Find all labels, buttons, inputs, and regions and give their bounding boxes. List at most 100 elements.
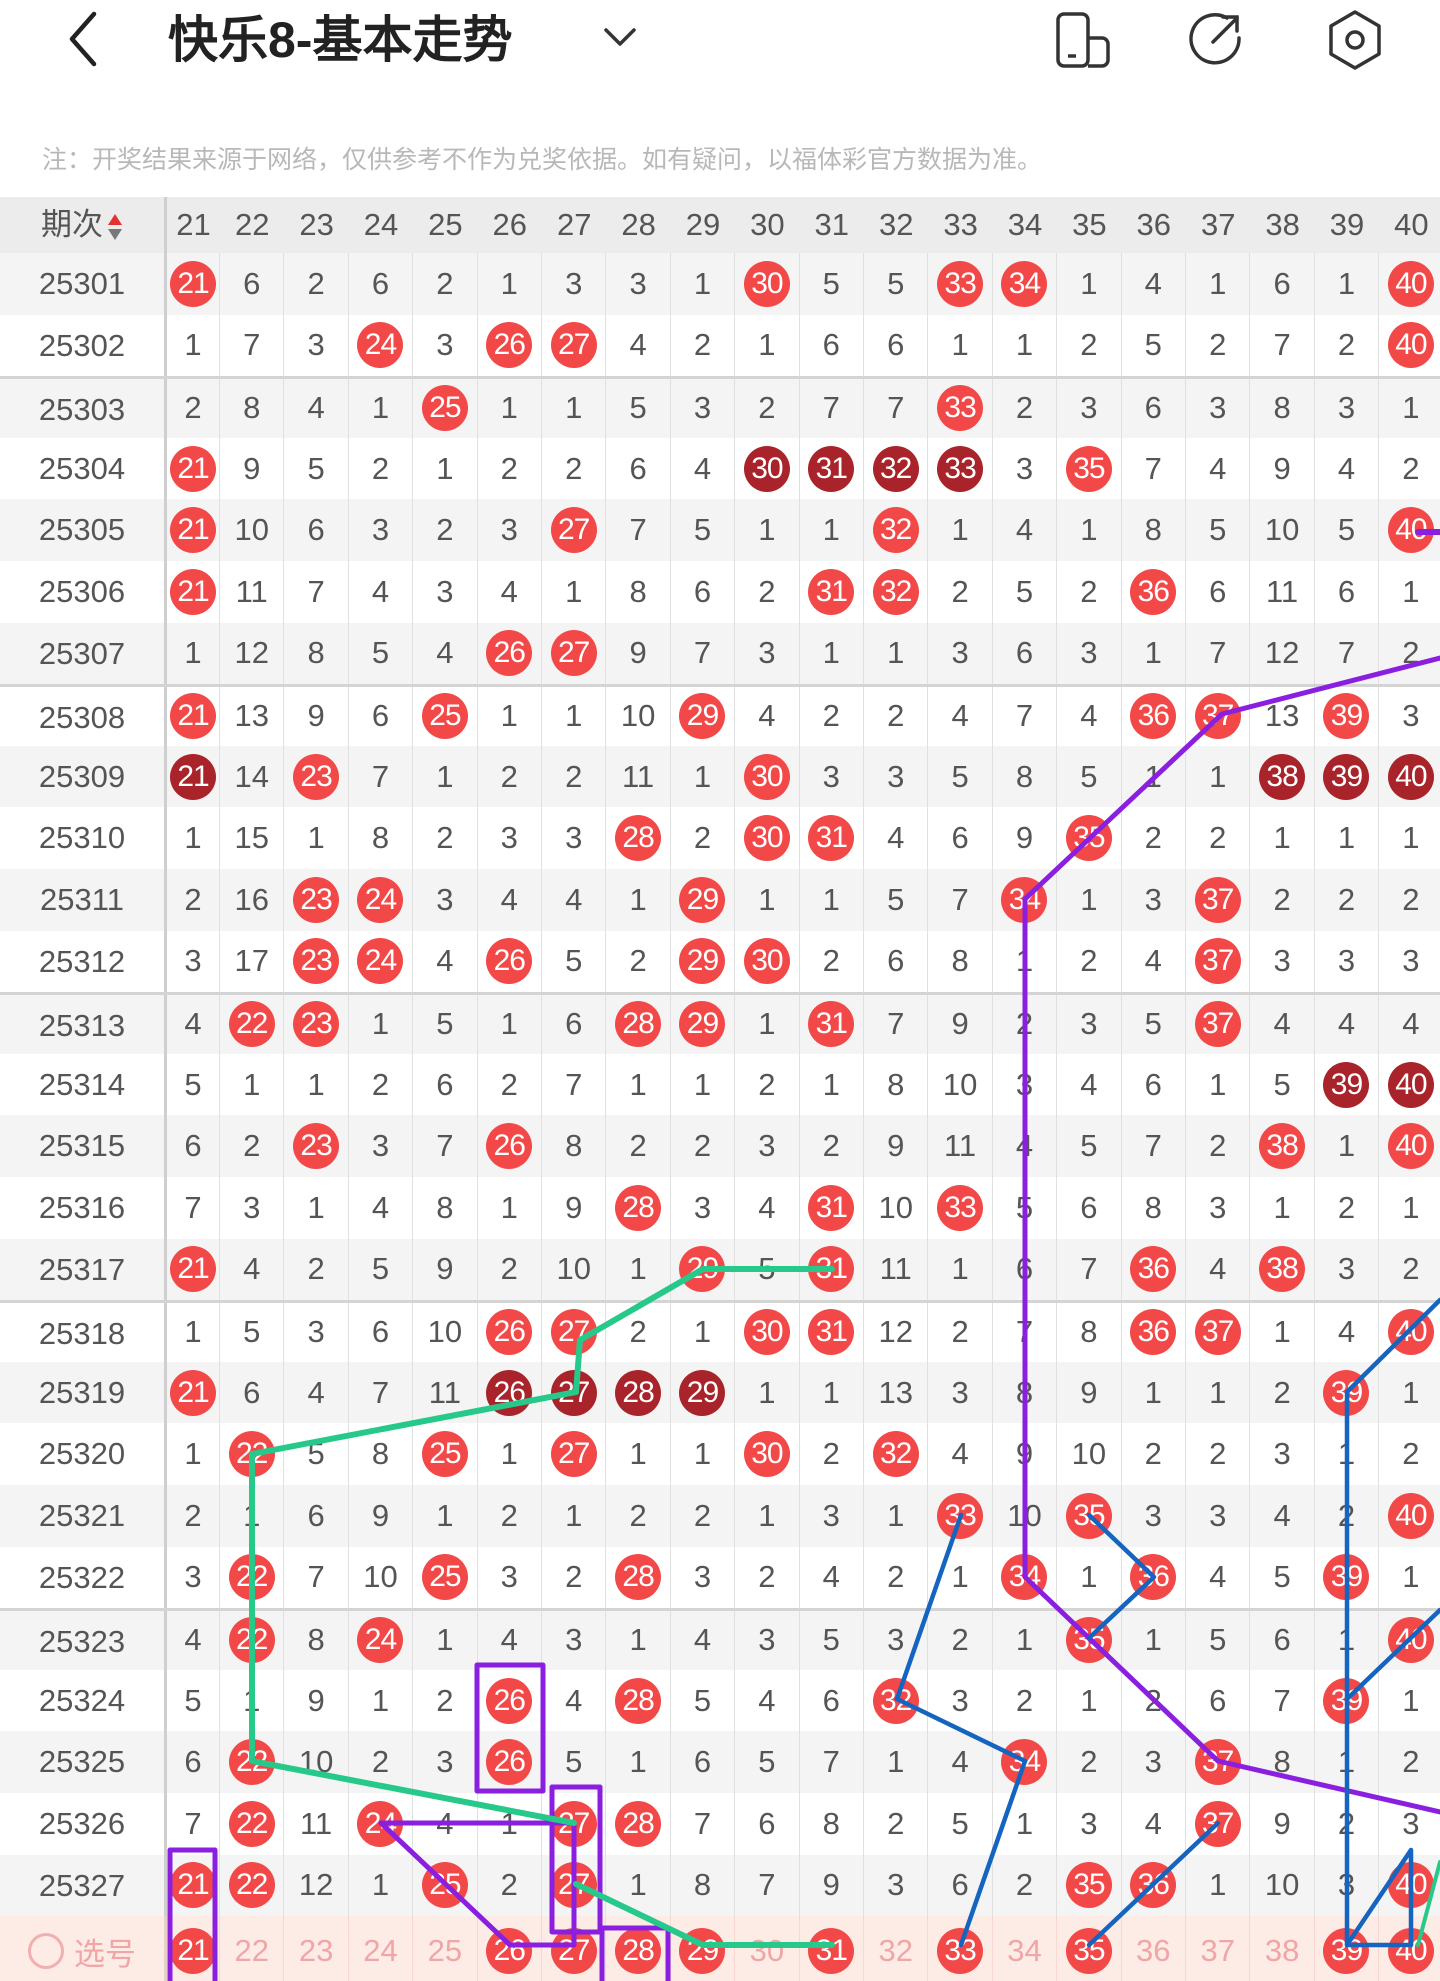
pick-number-40[interactable]: 40 <box>1379 1916 1440 1981</box>
omission-value: 5 <box>1273 1559 1291 1595</box>
column-header-21: 21 <box>176 207 211 242</box>
omission-value: 2 <box>436 512 454 548</box>
omission-cell: 1 <box>1250 1177 1315 1239</box>
omission-cell: 2 <box>1250 1361 1315 1424</box>
hit-ball: 28 <box>615 1554 662 1601</box>
share-icon[interactable] <box>1183 8 1247 72</box>
omission-value: 4 <box>1144 1805 1162 1841</box>
table-row: 25303 2 8 4 1 25 1 1 5 3 2 7 7 33 2 3 6 3 8 3 1 <box>0 376 1440 438</box>
hit-ball: 35 <box>1065 1862 1112 1909</box>
pick-number-29[interactable]: 29 <box>671 1916 736 1981</box>
pick-toggle[interactable]: 选号 <box>0 1916 167 1981</box>
omission-cell: 5 <box>167 1053 220 1116</box>
hit-ball: 40 <box>1387 1309 1434 1356</box>
omission-value: 3 <box>1080 390 1098 426</box>
pick-number-37[interactable]: 37 <box>1186 1916 1251 1981</box>
radio-circle-icon[interactable] <box>28 1933 64 1970</box>
table-row: 25309 21 14 23 7 1 2 2 11 1 30 3 3 5 8 5 1 1 38 39 40 <box>0 745 1440 808</box>
omission-cell: 1 <box>1315 1423 1380 1485</box>
omission-value: 2 <box>758 573 776 609</box>
period-number: 25311 <box>0 869 167 931</box>
pick-number-27[interactable]: 27 <box>542 1916 607 1981</box>
omission-cell: 10 <box>349 1546 414 1609</box>
top-bar: 快乐8-基本走势 <box>0 0 1440 110</box>
omission-value: 6 <box>758 1805 776 1841</box>
omission-cell: 3 <box>349 1115 414 1177</box>
pick-number-31[interactable]: 31 <box>800 1916 864 1981</box>
omission-value: 1 <box>1337 1128 1356 1164</box>
hit-ball: 23 <box>293 1001 340 1048</box>
drawn-number-cell: 27 <box>542 1361 607 1424</box>
page-title[interactable]: 快乐8-基本走势 <box>168 12 513 68</box>
device-icon[interactable] <box>1050 8 1114 72</box>
hit-ball: 22 <box>228 1431 275 1478</box>
omission-cell: 2 <box>800 930 864 993</box>
omission-cell: 2 <box>1379 623 1440 685</box>
period-sort-header[interactable]: 期次 <box>0 197 167 253</box>
omission-cell: 10 <box>413 1303 478 1362</box>
pick-number-38[interactable]: 38 <box>1250 1916 1315 1981</box>
pick-label: 选号 <box>74 1936 136 1972</box>
consecutive-ball: 40 <box>1387 1061 1434 1108</box>
omission-cell: 1 <box>671 1423 736 1485</box>
hit-ball: 37 <box>1194 1739 1241 1786</box>
omission-cell: 3 <box>478 499 542 561</box>
column-header-22: 22 <box>234 207 270 242</box>
pick-number-26[interactable]: 26 <box>478 1916 542 1981</box>
pick-number-36[interactable]: 36 <box>1122 1916 1186 1981</box>
pick-number-39[interactable]: 39 <box>1315 1916 1380 1981</box>
drawn-number-cell: 36 <box>1122 687 1186 746</box>
omission-value: 2 <box>1080 1744 1098 1780</box>
drawn-number-cell: 28 <box>606 807 671 869</box>
pick-number-24[interactable]: 24 <box>349 1916 414 1981</box>
omission-value: 5 <box>436 1006 454 1042</box>
omission-cell: 2 <box>542 745 607 808</box>
hit-ball: 21 <box>170 1369 216 1416</box>
omission-value: 6 <box>822 1682 840 1718</box>
pick-number-32[interactable]: 32 <box>864 1916 929 1981</box>
omission-cell: 4 <box>413 930 478 993</box>
omission-value: 3 <box>1209 1497 1227 1533</box>
omission-value: 1 <box>1080 1682 1098 1718</box>
omission-value: 4 <box>693 450 712 486</box>
pick-number-30[interactable]: 30 <box>735 1916 800 1981</box>
pick-number-34[interactable]: 34 <box>993 1916 1058 1981</box>
table-row: 25302 1 7 3 24 3 26 27 4 2 1 6 6 1 1 2 5 2 7 2 40 <box>0 314 1440 377</box>
omission-value: 11 <box>621 758 655 794</box>
drawn-number-cell: 30 <box>735 253 800 315</box>
omission-cell: 3 <box>1057 1793 1122 1855</box>
omission-value: 6 <box>184 1744 202 1780</box>
omission-cell: 7 <box>993 1303 1058 1362</box>
omission-value: 1 <box>1015 327 1034 363</box>
selected-ball: 35 <box>1065 1928 1112 1975</box>
pick-number-25[interactable]: 25 <box>413 1916 478 1981</box>
pick-number-21[interactable]: 21 <box>167 1916 220 1981</box>
omission-value: 3 <box>951 1682 969 1718</box>
omission-value: 4 <box>1337 1006 1356 1042</box>
omission-cell: 10 <box>864 1177 929 1239</box>
omission-cell: 3 <box>864 1854 929 1917</box>
pick-number-35[interactable]: 35 <box>1057 1916 1122 1981</box>
omission-cell: 3 <box>167 1546 220 1609</box>
drawn-number-cell: 30 <box>735 1423 800 1485</box>
omission-value: 1 <box>1209 1066 1227 1102</box>
omission-cell: 5 <box>1186 499 1251 561</box>
omission-value: 1 <box>758 327 776 363</box>
omission-value: 6 <box>371 265 390 301</box>
hit-ball: 35 <box>1065 445 1112 492</box>
omission-value: 2 <box>1337 327 1356 363</box>
omission-cell: 5 <box>284 1423 349 1485</box>
settings-icon[interactable] <box>1323 8 1387 72</box>
pick-number-33[interactable]: 33 <box>928 1916 993 1981</box>
back-chevron-icon[interactable] <box>62 10 112 68</box>
omission-value: 1 <box>500 698 518 734</box>
pick-number-23[interactable]: 23 <box>284 1916 349 1981</box>
omission-cell: 2 <box>220 1115 285 1177</box>
dropdown-chevron-icon[interactable] <box>600 22 640 52</box>
omission-cell: 2 <box>993 379 1058 438</box>
pick-number-22[interactable]: 22 <box>220 1916 285 1981</box>
omission-value: 5 <box>1144 327 1162 363</box>
omission-cell: 1 <box>167 1303 220 1362</box>
pick-number-28[interactable]: 28 <box>606 1916 671 1981</box>
omission-value: 4 <box>951 1744 969 1780</box>
